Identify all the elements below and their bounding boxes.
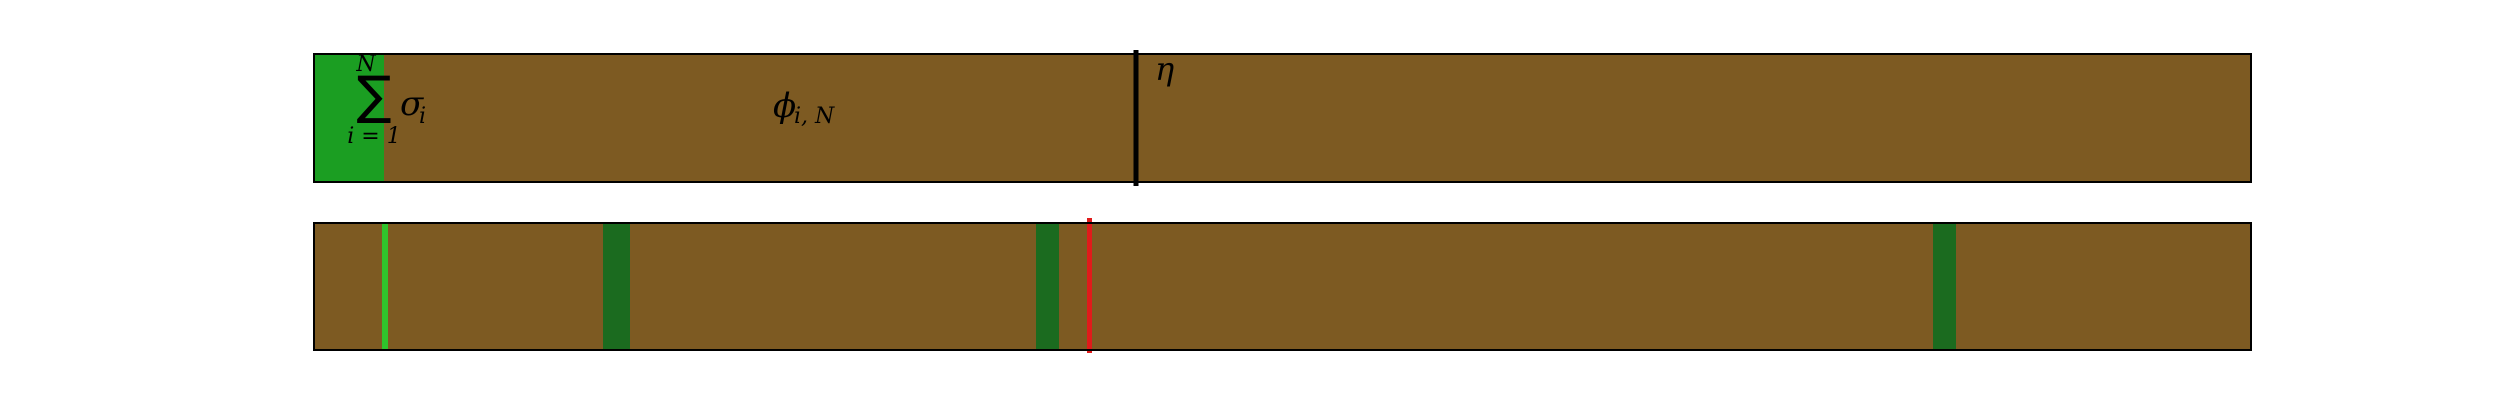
sum-upper-limit: N <box>355 52 376 77</box>
top-bar: N ∑ i = 1 σ i ϕ i, N η <box>313 50 2252 186</box>
eta-label: η <box>1155 50 1174 88</box>
dark-green-band <box>603 223 630 350</box>
sigma-operand: σ <box>400 84 424 124</box>
bottom-bar <box>313 218 2252 353</box>
bottom-bar-background <box>314 223 2251 350</box>
bottom-bar-border <box>313 222 2252 351</box>
sigma-subscript: i <box>419 104 426 129</box>
sum-symbol: ∑ <box>356 66 391 126</box>
sum-lower-limit: i = 1 <box>347 124 400 149</box>
dark-green-band <box>1933 223 1956 350</box>
sum-sigma-label: N ∑ i = 1 σ i <box>347 52 426 149</box>
dark-green-band <box>1036 223 1059 350</box>
phi-subscript: i, N <box>794 104 835 129</box>
phi-label: ϕ i, N <box>773 86 835 129</box>
top-bar-background <box>314 54 2251 182</box>
phi-symbol: ϕ <box>773 86 796 126</box>
top-bar-green-segment <box>314 54 384 182</box>
top-bar-border <box>313 53 2252 183</box>
red-line <box>1087 218 1092 353</box>
light-green-line <box>382 223 388 350</box>
